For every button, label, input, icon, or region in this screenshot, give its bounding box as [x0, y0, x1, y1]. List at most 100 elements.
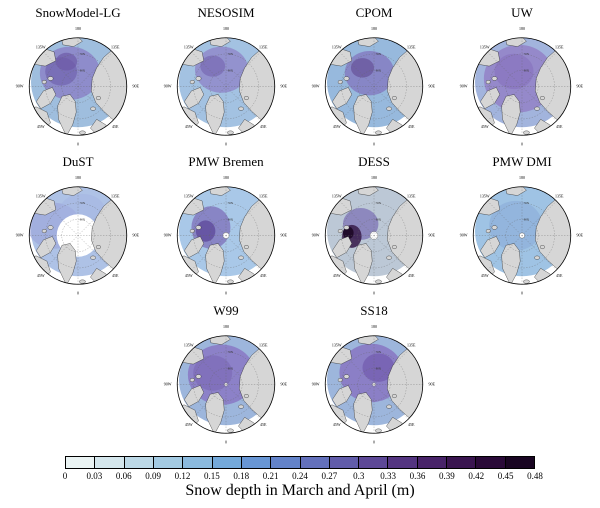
colorbar-segment: [153, 457, 184, 468]
polar-map: 180 135E 90E 45E 0 45W 90W 135W 80N 70N: [157, 20, 295, 153]
colorbar-tick: 0.18: [233, 471, 250, 481]
svg-text:135W: 135W: [480, 193, 490, 198]
colorbar-tick: 0.03: [86, 471, 103, 481]
colorbar-tick: 0.3: [353, 471, 365, 481]
svg-text:135W: 135W: [480, 44, 490, 49]
colorbar-tick: 0.36: [409, 471, 426, 481]
svg-text:135W: 135W: [332, 342, 342, 347]
polar-map: 180 135E 90E 45E 0 45W 90W 135W 80N 70N: [9, 20, 147, 153]
colorbar-tick: 0.33: [380, 471, 396, 481]
svg-text:45E: 45E: [260, 422, 267, 427]
panel-cpom: CPOM 180 135E 90E 45E 0 45W 90W 135W 80N 70N: [303, 5, 445, 153]
svg-text:45E: 45E: [112, 273, 119, 278]
svg-text:135E: 135E: [407, 44, 416, 49]
svg-text:45W: 45W: [333, 124, 341, 129]
svg-text:80N: 80N: [376, 68, 382, 72]
svg-text:180: 180: [223, 26, 229, 31]
panel-title: W99: [213, 303, 239, 318]
colorbar-label: Snow depth in March and April (m): [185, 482, 415, 499]
svg-text:45W: 45W: [185, 124, 193, 129]
svg-text:80N: 80N: [228, 68, 234, 72]
colorbar-segment: [271, 457, 301, 468]
svg-text:45W: 45W: [333, 422, 341, 427]
colorbar-tick: 0.06: [115, 471, 132, 481]
panel-title: PMW Bremen: [188, 154, 264, 169]
colorbar-segment: [124, 457, 154, 468]
panel-ss18: SS18 180 135E 90E 45E 0 45W 90W 135W 80N 70N: [303, 303, 445, 451]
panel-title: CPOM: [355, 5, 393, 20]
colorbar-segment: [241, 457, 272, 468]
svg-text:45W: 45W: [185, 422, 193, 427]
svg-text:45W: 45W: [37, 273, 45, 278]
svg-text:135E: 135E: [259, 44, 268, 49]
svg-text:135E: 135E: [555, 44, 564, 49]
panel-dust: DuST 180 135E 90E 45E 0 45W 90W 135W 80N 70N: [7, 154, 149, 302]
polar-map: 180 135E 90E 45E 0 45W 90W 135W 80N 70N: [453, 20, 591, 153]
svg-text:70N: 70N: [376, 52, 382, 56]
svg-text:0: 0: [225, 290, 227, 295]
svg-text:45E: 45E: [112, 124, 119, 129]
svg-text:0: 0: [373, 290, 375, 295]
colorbar: 0 0.03 0.06 0.09 0.12 0.15 0.18 0.21 0.24 0.27 0.3…: [63, 456, 543, 482]
svg-text:90E: 90E: [429, 233, 436, 238]
panel-pmw-bremen: PMW Bremen 180 135E 90E 45E 0 45W 90W 135W 80N 70…: [155, 154, 297, 302]
svg-text:180: 180: [371, 324, 377, 329]
svg-text:135E: 135E: [555, 193, 564, 198]
svg-text:135W: 135W: [184, 342, 194, 347]
svg-text:0: 0: [521, 141, 523, 146]
svg-text:70N: 70N: [524, 201, 530, 205]
colorbar-segment: [183, 457, 213, 468]
panel-title: PMW DMI: [492, 154, 552, 169]
svg-text:45E: 45E: [556, 124, 563, 129]
svg-text:90E: 90E: [281, 233, 288, 238]
svg-text:80N: 80N: [228, 217, 234, 221]
panel-pmw-dmi: PMW DMI 180 135E 90E 45E 0 45W 90W 135W 80N 70N: [451, 154, 593, 302]
svg-text:180: 180: [371, 175, 377, 180]
svg-text:90W: 90W: [164, 382, 172, 387]
svg-text:90W: 90W: [312, 84, 320, 89]
svg-text:135E: 135E: [259, 342, 268, 347]
svg-text:0: 0: [77, 141, 79, 146]
colorbar-segment: [476, 457, 506, 468]
svg-text:45W: 45W: [37, 124, 45, 129]
svg-text:70N: 70N: [228, 350, 234, 354]
svg-text:135W: 135W: [332, 44, 342, 49]
svg-text:180: 180: [223, 324, 229, 329]
svg-text:135E: 135E: [111, 44, 120, 49]
svg-text:135E: 135E: [259, 193, 268, 198]
svg-text:135E: 135E: [407, 342, 416, 347]
svg-text:135E: 135E: [407, 193, 416, 198]
panel-row-3: W99 180 135E 90E 45E 0 45W 90W 135W 80N 70N SS18 …: [0, 303, 600, 451]
polar-map: 180 135E 90E 45E 0 45W 90W 135W 80N 70N: [157, 318, 295, 451]
svg-text:80N: 80N: [376, 217, 382, 221]
svg-text:135W: 135W: [184, 193, 194, 198]
panel-title: NESOSIM: [197, 5, 255, 20]
panel-title: DuST: [62, 154, 94, 169]
polar-map: 180 135E 90E 45E 0 45W 90W 135W 80N 70N: [453, 169, 591, 302]
svg-text:45E: 45E: [260, 273, 267, 278]
svg-text:45W: 45W: [481, 273, 489, 278]
panel-row-1: SnowModel-LG 180 135E 90E 45E 0 45W 90W 135W 80N…: [0, 5, 600, 153]
colorbar-tick: 0.39: [439, 471, 455, 481]
colorbar-segment: [447, 457, 477, 468]
svg-text:0: 0: [373, 439, 375, 444]
svg-text:90W: 90W: [312, 233, 320, 238]
svg-text:90E: 90E: [429, 382, 436, 387]
svg-text:80N: 80N: [376, 366, 382, 370]
colorbar-ticks: 0 0.03 0.06 0.09 0.12 0.15 0.18 0.21 0.24 0.27 0.3…: [63, 469, 543, 482]
svg-text:180: 180: [75, 175, 81, 180]
svg-text:45E: 45E: [408, 124, 415, 129]
svg-text:45E: 45E: [260, 124, 267, 129]
svg-text:70N: 70N: [524, 52, 530, 56]
svg-text:0: 0: [225, 141, 227, 146]
colorbar-segment: [66, 457, 96, 468]
svg-text:90E: 90E: [133, 84, 140, 89]
svg-text:90E: 90E: [133, 233, 140, 238]
colorbar-tick: 0.21: [262, 471, 279, 481]
colorbar-tick: 0.48: [527, 471, 543, 481]
svg-text:45E: 45E: [556, 273, 563, 278]
svg-text:80N: 80N: [80, 68, 86, 72]
svg-text:70N: 70N: [228, 52, 234, 56]
panel-title: SnowModel-LG: [35, 5, 121, 20]
